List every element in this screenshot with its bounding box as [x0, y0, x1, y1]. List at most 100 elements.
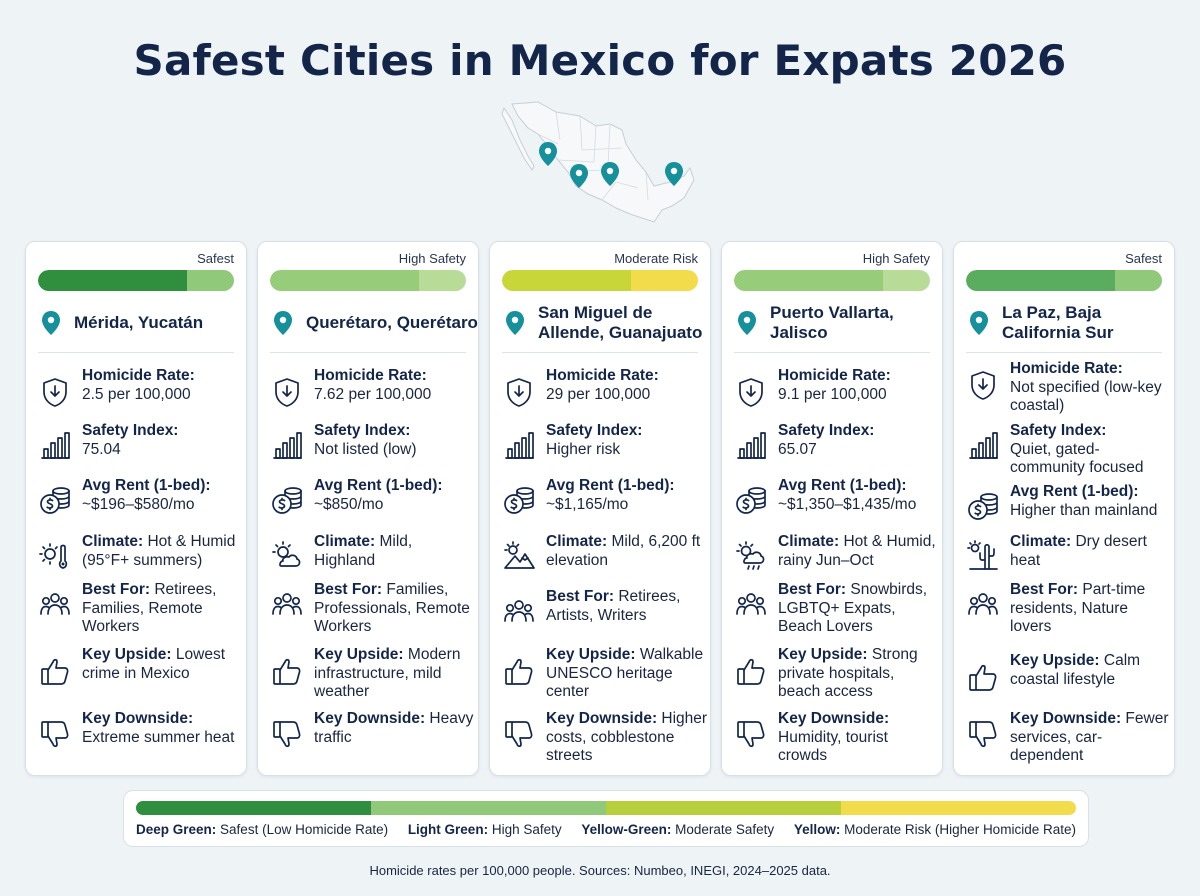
card-divider — [502, 352, 698, 353]
location-pin-icon — [42, 311, 60, 335]
sun-cactus-icon — [967, 540, 998, 570]
downside-value: Fewer services, car-dependent — [1010, 710, 1169, 764]
card-divider — [734, 352, 930, 353]
safety-value: 75.04 — [82, 440, 121, 458]
sun-cloud-icon — [272, 541, 301, 567]
homicide-value: 7.62 per 100,000 — [314, 385, 432, 403]
city-name: Mérida, Yucatán — [74, 302, 246, 344]
safety-rating-bar — [502, 270, 698, 291]
safety-rating-bar — [270, 270, 466, 291]
best-text: Best For: Retirees, Artists, Writers — [546, 588, 708, 625]
downside-label: Key Downside: — [314, 710, 426, 727]
legend-item: Deep Green: Safest (Low Homicide Rate) — [136, 822, 388, 840]
rent-value: Higher than mainland — [1010, 501, 1158, 519]
downside-text: Key Downside: Heavy traffic — [314, 710, 476, 747]
legend-items: Deep Green: Safest (Low Homicide Rate) L… — [136, 822, 1076, 840]
upside-value: Lowest crime in Mexico — [82, 646, 226, 682]
safety-label: Safety Index: — [314, 422, 411, 439]
thumbs-down-icon — [273, 721, 301, 748]
best-label: Best For: — [82, 581, 151, 598]
legend-color-bar — [136, 801, 1076, 815]
city-name-text: Querétaro, Querétaro — [306, 313, 478, 332]
people-icon — [272, 593, 302, 615]
bar-chart-icon — [273, 432, 302, 459]
upside-text: Key Upside: Lowest crime in Mexico — [82, 646, 244, 683]
map-pin-icon — [570, 164, 588, 188]
homicide-row: Homicide Rate: 29 per 100,000 — [490, 367, 712, 427]
rent-text: Avg Rent (1-bed): ~$1,350–$1,435/mo — [778, 477, 940, 514]
legend-desc: Moderate Risk (Higher Homicide Rate) — [844, 822, 1076, 837]
safety-rating-bar — [734, 270, 930, 291]
climate-label: Climate: — [82, 533, 144, 550]
safety-text: Safety Index: Higher risk — [546, 422, 708, 459]
thumbs-down-icon — [737, 721, 765, 748]
city-name-text: Mérida, Yucatán — [74, 313, 204, 332]
upside-label: Key Upside: — [778, 646, 868, 663]
people-icon — [968, 593, 998, 615]
upside-row: Key Upside: Strong private hospitals, be… — [722, 646, 944, 706]
city-name-text: Puerto Vallarta, Jalisco — [770, 303, 894, 342]
rent-value: ~$850/mo — [314, 495, 384, 513]
safety-value: Higher risk — [546, 440, 621, 458]
safety-bar-rest — [418, 270, 466, 291]
rent-row: Avg Rent (1-bed): Higher than mainland — [954, 483, 1176, 543]
safety-rating-bar — [966, 270, 1162, 291]
safety-rating-bar — [38, 270, 234, 291]
city-name-text: La Paz, Baja California Sur — [1002, 303, 1114, 342]
location-pin-icon — [274, 311, 292, 335]
climate-value: Dry desert heat — [1010, 533, 1147, 569]
bar-chart-icon — [737, 432, 766, 459]
safety-bar-rest — [1114, 270, 1162, 291]
safety-row: Safety Index: Higher risk — [490, 422, 712, 482]
best-text: Best For: Families, Professionals, Remot… — [314, 581, 476, 637]
rent-value: ~$1,165/mo — [546, 495, 629, 513]
best-text: Best For: Snowbirds, LGBTQ+ Expats, Beac… — [778, 581, 940, 637]
upside-text: Key Upside: Calm coastal lifestyle — [1010, 652, 1172, 689]
safety-label: Safety Index: — [82, 422, 179, 439]
rent-label: Avg Rent (1-bed): — [314, 477, 443, 494]
city-cards: Safest Mérida, Yucatán Homicide Rate: 2.5 … — [25, 241, 1177, 776]
legend-item: Yellow: Moderate Risk (Higher Homicide R… — [794, 822, 1076, 840]
city-name: San Miguel de Allende, Guanajuato — [538, 302, 710, 344]
safety-label: Safety Index: — [1010, 422, 1107, 439]
climate-value: Mild, 6,200 ft elevation — [546, 533, 701, 569]
homicide-text: Homicide Rate: 9.1 per 100,000 — [778, 367, 940, 404]
rent-text: Avg Rent (1-bed): ~$850/mo — [314, 477, 476, 514]
bar-chart-icon — [505, 432, 534, 459]
card-divider — [966, 352, 1162, 353]
upside-value: Modern infrastructure, mild weather — [314, 646, 461, 700]
homicide-text: Homicide Rate: 29 per 100,000 — [546, 367, 708, 404]
rent-label: Avg Rent (1-bed): — [82, 477, 211, 494]
safety-rating-label: High Safety — [398, 251, 466, 266]
downside-value: Heavy traffic — [314, 710, 474, 746]
legend-swatch — [606, 801, 841, 815]
legend-desc: Safest (Low Homicide Rate) — [220, 822, 389, 837]
best-label: Best For: — [778, 581, 847, 598]
downside-value: Higher costs, cobblestone streets — [546, 710, 708, 764]
safety-rating-label: Safest — [197, 251, 234, 266]
upside-row: Key Upside: Lowest crime in Mexico — [26, 646, 248, 706]
safety-bar-rest — [882, 270, 930, 291]
homicide-row: Homicide Rate: Not specified (low-key co… — [954, 360, 1176, 420]
safety-rating-label: Moderate Risk — [614, 251, 698, 266]
upside-value: Calm coastal lifestyle — [1010, 652, 1141, 688]
legend-term: Deep Green: — [136, 822, 217, 837]
safety-row: Safety Index: 65.07 — [722, 422, 944, 482]
safety-bar-fill — [38, 270, 187, 291]
coins-icon — [504, 487, 534, 514]
climate-value: Mild, Highland — [314, 533, 413, 569]
safety-bar-fill — [966, 270, 1115, 291]
thumbs-up-icon — [969, 664, 997, 691]
thumbs-up-icon — [41, 658, 69, 685]
people-icon — [736, 593, 766, 615]
best-row: Best For: Part-time residents, Nature lo… — [954, 581, 1176, 641]
climate-text: Climate: Hot & Humid, rainy Jun–Oct — [778, 533, 940, 570]
source-footnote: Homicide rates per 100,000 people. Sourc… — [369, 863, 831, 878]
sun-rain-cloud-icon — [736, 541, 765, 570]
downside-row: Key Downside: Higher costs, cobblestone … — [490, 710, 712, 770]
safety-label: Safety Index: — [546, 422, 643, 439]
homicide-value: 29 per 100,000 — [546, 385, 651, 403]
best-text: Best For: Part-time residents, Nature lo… — [1010, 581, 1172, 637]
safety-value: Not listed (low) — [314, 440, 417, 458]
climate-label: Climate: — [1010, 533, 1072, 550]
